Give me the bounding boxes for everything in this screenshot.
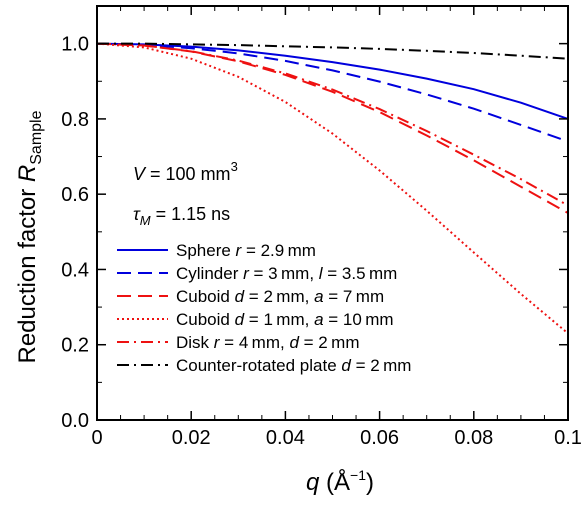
tau-symbol: τ <box>133 204 141 224</box>
y-axis-label: Reduction factor RSample <box>14 110 45 363</box>
y-tick-label: 0.6 <box>61 184 89 206</box>
x-tick-label: 0.08 <box>454 427 493 449</box>
series-line-4 <box>96 42 569 335</box>
legend-label-3: Cuboid d = 2 mm, a = 7 mm <box>176 287 384 306</box>
series-line-2 <box>96 42 569 143</box>
axes-layer: 0 0.02 0.04 0.06 0.08 0.1 0.0 0.2 0.4 0.6 0.8 1.0 <box>61 5 582 449</box>
y-tick-label: 0.8 <box>61 109 89 131</box>
legend-label-2: Cylinder r = 3 mm, l = 3.5 mm <box>176 264 397 283</box>
legend-label-6: Counter-rotated plate d = 2 mm <box>176 356 411 375</box>
volume-symbol: V <box>133 164 147 184</box>
series-line-6 <box>97 42 569 60</box>
series-line-3 <box>96 42 569 214</box>
legend: Sphere r = 2.9 mm Cylinder r = 3 mm, l = … <box>117 241 411 375</box>
y-tick-label: 0.2 <box>61 335 89 357</box>
series-line-5 <box>96 42 569 207</box>
tau-annotation: τM = 1.15 ns <box>133 204 230 228</box>
volume-value: = 100 mm <box>145 164 231 184</box>
x-tick-label: 0.02 <box>172 427 211 449</box>
series-layer <box>96 42 569 335</box>
legend-label-4: Cuboid d = 1 mm, a = 10 mm <box>176 310 394 329</box>
tau-subscript: M <box>140 213 151 228</box>
volume-annotation: V = 100 mm3 <box>133 159 238 184</box>
y-tick-label: 0.0 <box>61 410 89 432</box>
x-tick-label: 0.04 <box>266 427 305 449</box>
x-tick-label: 0.06 <box>360 427 399 449</box>
legend-label-5: Disk r = 4 mm, d = 2 mm <box>176 333 360 352</box>
x-axis-label: q (Å−1) <box>306 467 374 496</box>
legend-label-1: Sphere r = 2.9 mm <box>176 241 316 260</box>
y-tick-label: 0.4 <box>61 259 89 281</box>
volume-exponent: 3 <box>231 159 238 174</box>
series-line-1 <box>96 42 569 120</box>
x-tick-label: 0 <box>91 427 102 449</box>
x-tick-label: 0.1 <box>554 427 582 449</box>
tau-value: = 1.15 ns <box>151 204 231 224</box>
y-tick-label: 1.0 <box>61 34 89 56</box>
